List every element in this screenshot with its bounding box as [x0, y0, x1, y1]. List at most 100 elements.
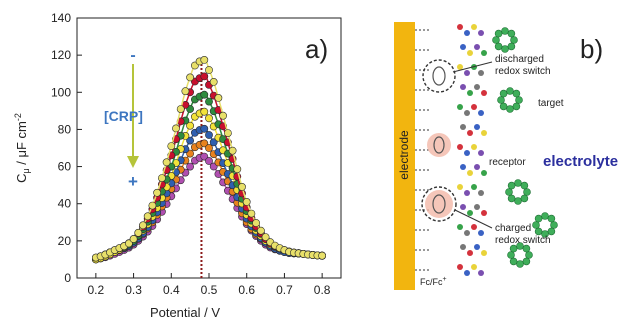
y-tick-label: 60	[58, 160, 72, 174]
receptor-bead	[460, 124, 466, 130]
receptor-bead	[467, 130, 473, 136]
target-protein-subunit	[506, 87, 514, 95]
x-tick-label: 0.3	[125, 283, 142, 297]
target-protein-subunit	[534, 227, 543, 236]
target-protein-subunit	[522, 257, 531, 266]
receptor-bead	[460, 44, 466, 50]
receptor-bead	[464, 230, 470, 236]
target-protein-subunit	[547, 214, 556, 223]
data-point	[148, 201, 157, 210]
data-point	[247, 209, 256, 218]
target-protein-subunit	[501, 45, 509, 53]
data-point	[205, 131, 213, 139]
data-point	[233, 165, 242, 174]
data-point	[172, 124, 180, 133]
data-point	[153, 188, 161, 197]
x-tick-label: 0.4	[163, 283, 180, 297]
receptor-bead	[464, 150, 470, 156]
fc-label-text: Fc/Fc	[420, 277, 443, 287]
data-point	[186, 136, 194, 145]
x-tick-label: 0.5	[201, 283, 218, 297]
receptor-bead	[457, 184, 463, 190]
target-protein-subunit	[501, 27, 509, 35]
data-point	[139, 221, 147, 230]
y-axis-label-sup: -2	[13, 113, 23, 121]
data-point	[242, 197, 251, 206]
target-protein-subunit	[525, 251, 533, 259]
data-point	[205, 97, 213, 106]
receptor-bead	[467, 250, 473, 256]
receptor-bead	[471, 264, 477, 270]
x-axis-ticks: 0.2 0.3 0.4 0.5 0.6 0.7 0.8	[88, 273, 331, 297]
data-point	[200, 107, 209, 116]
y-axis-label-unit: / μF cm	[14, 121, 29, 168]
electrode-label: electrode	[397, 130, 411, 180]
data-point	[186, 73, 194, 82]
receptor-bead	[478, 70, 484, 76]
charged-label-line1: charged	[495, 223, 531, 234]
data-point	[256, 226, 265, 235]
receptor-bead	[478, 30, 484, 36]
data-point	[200, 56, 209, 64]
target-protein-subunit	[520, 194, 529, 203]
charged-switch-icon	[432, 194, 446, 214]
receptor-bead	[471, 184, 477, 190]
panel-b-label: b)	[580, 34, 603, 64]
target-protein-subunit	[499, 102, 508, 111]
receptor-bead	[457, 224, 463, 230]
data-point	[167, 142, 176, 150]
target-protein-subunit	[509, 244, 518, 253]
target-protein-subunit	[507, 181, 516, 190]
x-tick-label: 0.6	[238, 283, 255, 297]
target-protein-subunit	[494, 42, 503, 51]
receptor-bead	[464, 110, 470, 116]
y-tick-label: 20	[58, 234, 72, 248]
receptor-bead	[478, 110, 484, 116]
data-point	[200, 72, 209, 81]
target-protein-subunit	[547, 227, 556, 236]
data-series	[92, 56, 326, 262]
target-protein-subunit	[506, 105, 514, 113]
target-protein-subunit	[507, 194, 516, 203]
y-tick-label: 40	[58, 197, 72, 211]
receptor-bead	[478, 270, 484, 276]
receptor-bead	[457, 104, 463, 110]
data-point	[209, 138, 218, 147]
receptor-bead	[471, 104, 477, 110]
target-protein-subunit	[497, 96, 505, 104]
capacitance-chart: 0.2 0.3 0.4 0.5 0.6 0.7 0.8 0 20 40 60 80 100 120 140…	[13, 11, 342, 320]
discharged-label-line1: discharged	[495, 54, 544, 65]
x-axis-label: Potential / V	[150, 305, 220, 320]
switch-icon-upper	[433, 136, 445, 154]
data-point	[181, 87, 190, 96]
data-point	[205, 114, 213, 123]
receptor-bead	[460, 84, 466, 90]
y-axis-label-main: C	[14, 174, 29, 183]
target-protein-subunit	[507, 29, 516, 38]
arrow-plus-label: +	[128, 172, 138, 191]
data-point	[162, 158, 171, 167]
receptor-bead	[474, 204, 480, 210]
fc-label: Fc/Fc+	[420, 276, 447, 287]
target-protein-subunit	[516, 242, 524, 250]
receptor-label: receptor	[489, 157, 526, 168]
target-protein-subunit	[523, 188, 531, 196]
data-point	[143, 212, 152, 221]
target-protein-subunit	[541, 212, 549, 220]
charged-switch-marker	[421, 186, 457, 222]
target-protein-subunit	[499, 89, 508, 98]
target-protein-subunit	[512, 102, 521, 111]
fc-label-sup: +	[443, 276, 447, 283]
data-point	[186, 162, 194, 171]
receptor-bead	[474, 244, 480, 250]
target-protein-subunit	[507, 251, 515, 259]
target-protein-subunit	[550, 221, 558, 229]
receptor-bead	[474, 164, 480, 170]
receptor-bead	[474, 124, 480, 130]
data-point	[318, 251, 326, 260]
data-point	[238, 182, 246, 191]
target-protein-subunit	[507, 42, 516, 51]
receptor-layer	[415, 24, 558, 276]
x-tick-label: 0.7	[276, 283, 293, 297]
